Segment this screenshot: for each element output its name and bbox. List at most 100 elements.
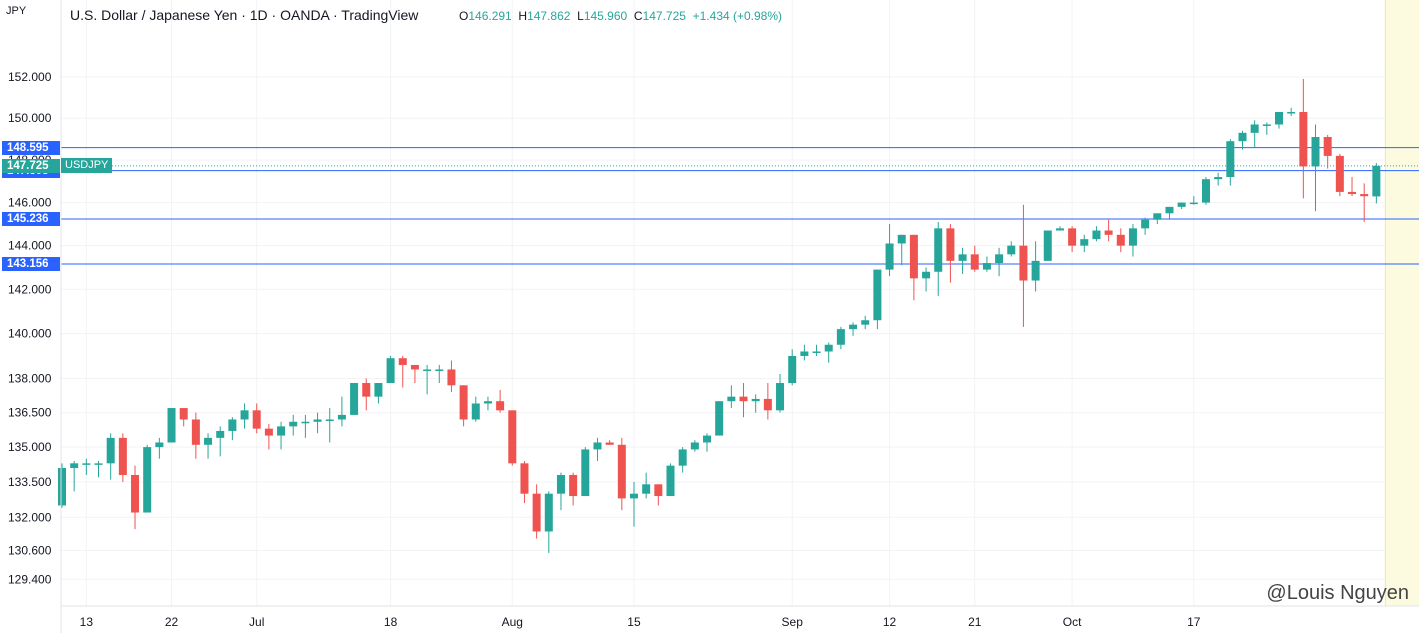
candle-body (423, 369, 432, 371)
candle (143, 444, 152, 513)
candle (520, 461, 529, 504)
candle (325, 408, 334, 443)
candle-body (1360, 194, 1369, 197)
candle (739, 383, 748, 418)
x-tick-label: 12 (883, 615, 897, 629)
candle (751, 394, 760, 413)
candle (897, 234, 906, 266)
candle (82, 458, 91, 475)
candle (216, 426, 225, 457)
candle (1275, 111, 1283, 129)
candle (1031, 241, 1040, 292)
candle-body (362, 383, 371, 397)
candle (94, 461, 103, 478)
candle-body (459, 385, 468, 420)
candle-body (1080, 239, 1089, 246)
candle (1250, 120, 1259, 148)
y-tick-label: 136.500 (8, 406, 52, 420)
candle-body (678, 449, 687, 466)
level-tag: 148.595 (2, 140, 60, 155)
candle-body (1031, 260, 1040, 281)
candle-body (118, 437, 127, 475)
candle-body (1068, 228, 1077, 246)
symbol-tag: USDJPY (61, 157, 113, 173)
candle (1055, 226, 1064, 231)
candle (1177, 202, 1186, 210)
candle-body (800, 351, 809, 356)
candle-body (435, 369, 444, 371)
y-tick-label: 129.400 (8, 572, 52, 586)
candle (179, 408, 188, 427)
candle (812, 344, 821, 356)
candle-body (1250, 124, 1259, 133)
candle (228, 417, 237, 441)
candle (1092, 226, 1101, 242)
candle (1311, 124, 1320, 212)
open-value: 146.291 (468, 9, 512, 23)
candle-body (70, 463, 79, 468)
candle-body (1275, 111, 1283, 125)
candle (776, 373, 785, 413)
close-value: 147.725 (642, 9, 686, 23)
candle (1348, 177, 1357, 197)
candle-body (532, 493, 541, 532)
candle (727, 385, 736, 409)
candle (909, 234, 918, 301)
candle (240, 403, 249, 429)
candle-body (946, 228, 955, 261)
candle (1238, 130, 1247, 150)
candle-body (483, 401, 492, 404)
candle (483, 396, 492, 411)
candle (435, 364, 444, 384)
candle (1201, 177, 1210, 205)
high-value: 147.862 (527, 9, 571, 23)
x-tick-label: 13 (80, 615, 94, 629)
candle-body (1201, 179, 1210, 203)
candle-body (617, 444, 626, 499)
candle-body (204, 437, 213, 445)
candle-body (228, 419, 237, 431)
candle-body (861, 320, 870, 325)
candle-body (715, 401, 724, 436)
candle (155, 437, 164, 459)
candle-body (106, 437, 115, 464)
candle (1299, 78, 1308, 199)
low-value: 145.960 (583, 9, 628, 23)
candle-body (277, 426, 286, 436)
candle-body (82, 463, 91, 465)
candle (337, 396, 346, 427)
candle-body (1165, 206, 1174, 214)
candle (264, 424, 273, 450)
candle-body (1104, 230, 1113, 235)
x-tick-label: 18 (384, 615, 398, 629)
candle (995, 247, 1004, 277)
chart-title: U.S. Dollar / Japanese Yen · 1D · OANDA … (70, 7, 419, 23)
candle-body (909, 234, 918, 279)
candle-body (885, 243, 894, 270)
candle (556, 472, 565, 511)
change-value: +1.434 (+0.98%) (692, 9, 783, 23)
candle (593, 437, 602, 462)
candle (118, 433, 127, 482)
candle (471, 396, 480, 422)
y-tick-label: 138.000 (8, 371, 52, 385)
y-tick-label: 142.000 (8, 282, 52, 296)
axes: 152.000150.000148.000146.000144.000142.0… (8, 0, 1419, 633)
candle-body (824, 344, 833, 352)
candle-body (776, 383, 785, 411)
candle-body (544, 493, 553, 532)
high-prefix: H (518, 9, 528, 23)
candle-body (155, 442, 164, 448)
candle-body (264, 428, 273, 436)
candle-body (216, 430, 225, 438)
open-prefix: O (459, 9, 469, 23)
candle-body (131, 474, 140, 513)
candle (1104, 219, 1113, 242)
candle-body (240, 410, 249, 420)
candle (690, 440, 699, 452)
candle (313, 412, 322, 434)
candle-body (763, 398, 772, 411)
x-tick-label: 22 (165, 615, 179, 629)
candle (970, 245, 979, 272)
